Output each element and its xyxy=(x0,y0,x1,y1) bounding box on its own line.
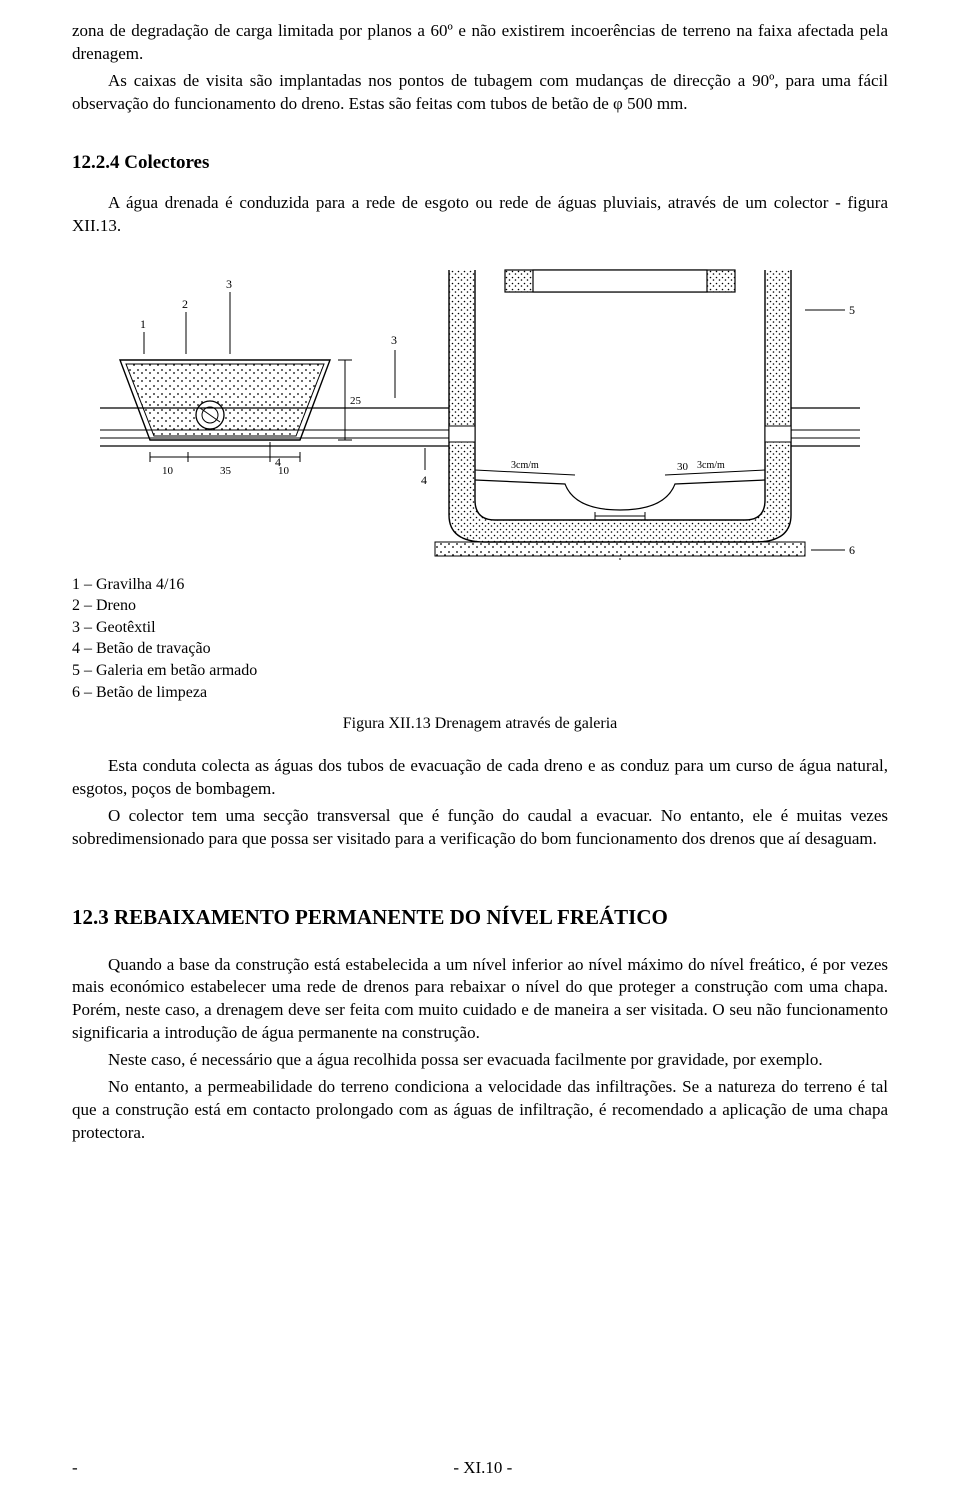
intro-p2: As caixas de visita são implantadas nos … xyxy=(72,70,888,116)
footer-left: - xyxy=(72,1458,78,1478)
legend-6: 6 – Betão de limpeza xyxy=(72,682,888,704)
slope-r: 3cm/m xyxy=(697,460,725,471)
colectores-p1: A água drenada é conduzida para a rede d… xyxy=(72,192,888,238)
footer-center: - XI.10 - xyxy=(72,1458,888,1478)
label-5: 5 xyxy=(849,303,855,317)
label-2: 2 xyxy=(182,297,188,311)
rebaix-p1: Quando a base da construção está estabel… xyxy=(72,954,888,1046)
heading-rebaix: 12.3 REBAIXAMENTO PERMANENTE DO NÍVEL FR… xyxy=(72,905,888,930)
legend-3: 3 – Geotêxtil xyxy=(72,617,888,639)
dim-35: 35 xyxy=(220,465,232,477)
after-p1: Esta conduta colecta as águas dos tubos … xyxy=(72,755,888,801)
drainage-diagram: 1 2 3 25 10 35 xyxy=(100,260,860,560)
label-3l: 3 xyxy=(226,277,232,291)
intro-p1: zona de degradação de carga limitada por… xyxy=(72,20,888,66)
page: zona de degradação de carga limitada por… xyxy=(0,0,960,1504)
legend-5: 5 – Galeria em betão armado xyxy=(72,660,888,682)
after-p2: O colector tem uma secção transversal qu… xyxy=(72,805,888,851)
page-footer: - - XI.10 - xyxy=(72,1458,888,1478)
label-4r: 4 xyxy=(421,473,427,487)
left-trench: 1 2 3 25 10 35 xyxy=(120,277,362,477)
figure-caption: Figura XII.13 Drenagem através de galeri… xyxy=(72,713,888,735)
legend-4: 4 – Betão de travação xyxy=(72,638,888,660)
rebaix-p2: Neste caso, é necessário que a água reco… xyxy=(72,1049,888,1072)
slope-l: 3cm/m xyxy=(511,460,539,471)
dim-10a: 10 xyxy=(162,465,174,477)
label-3r: 3 xyxy=(391,333,397,347)
label-4l: 4 xyxy=(275,455,281,469)
dim-30: 30 xyxy=(677,461,689,473)
label-1: 1 xyxy=(140,317,146,331)
figure-wrap: 1 2 3 25 10 35 xyxy=(72,260,888,560)
heading-colectores: 12.2.4 Colectores xyxy=(72,152,888,174)
rebaix-p3: No entanto, a permeabilidade do terreno … xyxy=(72,1076,888,1145)
label-6: 6 xyxy=(849,543,855,557)
dim-25: 25 xyxy=(350,395,362,407)
figure-legend: 1 – Gravilha 4/16 2 – Dreno 3 – Geotêxti… xyxy=(72,574,888,704)
legend-1: 1 – Gravilha 4/16 xyxy=(72,574,888,596)
legend-2: 2 – Dreno xyxy=(72,595,888,617)
